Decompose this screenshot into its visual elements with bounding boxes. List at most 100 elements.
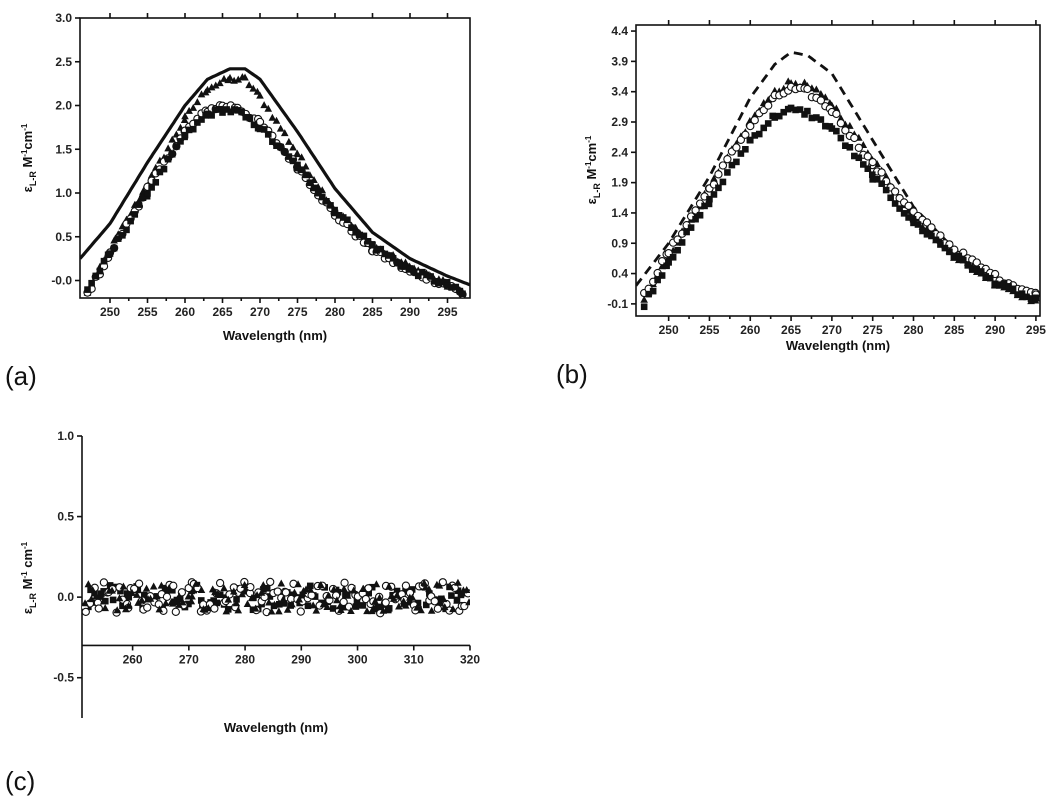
triangle-marker: [323, 602, 331, 610]
triangle-marker: [272, 116, 281, 124]
x-tick-label: 270: [822, 323, 842, 337]
x-tick-label: 280: [235, 652, 255, 666]
square-marker: [696, 211, 704, 219]
square-marker: [161, 584, 169, 592]
square-marker: [649, 287, 657, 295]
triangle-marker: [192, 579, 200, 587]
triangle-marker: [216, 79, 224, 87]
square-marker: [152, 179, 160, 186]
square-marker: [393, 587, 401, 595]
square-marker: [389, 254, 397, 262]
triangle-marker: [297, 153, 306, 161]
square-marker: [360, 232, 368, 240]
circle-marker: [94, 604, 103, 613]
square-marker: [813, 114, 820, 121]
triangle-marker: [359, 584, 368, 592]
triangle-marker: [462, 586, 470, 594]
x-axis-title: Wavelength (nm): [786, 338, 890, 353]
circle-marker: [401, 581, 411, 590]
square-marker: [314, 189, 322, 197]
triangle-marker: [290, 588, 299, 596]
x-tick-label: 260: [740, 323, 760, 337]
series-group: [82, 577, 470, 618]
square-marker: [119, 602, 126, 610]
square-marker: [359, 602, 367, 609]
square-marker: [242, 113, 250, 121]
triangle-marker: [165, 584, 173, 592]
square-marker: [208, 112, 215, 119]
square-marker: [246, 114, 254, 122]
square-marker: [946, 248, 953, 256]
square-marker: [665, 259, 672, 266]
square-marker: [864, 165, 872, 172]
y-axis-title-part: L-R: [28, 171, 38, 186]
circle-marker: [307, 591, 316, 600]
circle-marker: [863, 152, 872, 161]
square-marker: [674, 246, 681, 254]
triangle-marker: [340, 584, 348, 592]
square-marker: [715, 184, 722, 192]
circle-marker: [143, 603, 152, 612]
x-tick-label: 255: [137, 305, 157, 319]
square-marker: [448, 284, 455, 291]
square-marker: [96, 267, 104, 275]
triangle-marker: [371, 597, 379, 605]
line-series-line: [80, 67, 470, 287]
square-marker: [280, 600, 288, 607]
circle-marker: [741, 130, 750, 139]
square-marker: [266, 593, 274, 600]
square-marker: [959, 256, 967, 264]
square-marker: [189, 125, 197, 133]
circle-marker: [296, 607, 305, 616]
square-marker: [181, 131, 189, 139]
y-axis-title-part: -1: [584, 135, 593, 143]
square-marker: [148, 184, 155, 191]
square-marker: [873, 175, 881, 183]
square-marker: [109, 596, 117, 604]
triangle-marker: [439, 595, 448, 603]
square-marker: [733, 158, 740, 166]
circle-marker: [210, 604, 219, 613]
y-tick-label: 4.4: [611, 24, 628, 38]
square-marker: [135, 201, 143, 208]
y-axis-title-part: cm: [584, 143, 599, 162]
circle-marker: [381, 598, 390, 607]
square-marker: [227, 108, 235, 116]
triangle-marker: [283, 605, 292, 613]
square-marker: [212, 106, 220, 113]
y-tick-label: 1.9: [611, 176, 628, 190]
y-axis-title-part: -1: [20, 149, 29, 157]
square-marker: [444, 282, 451, 289]
triangle-marker: [181, 112, 189, 120]
square-marker: [1018, 290, 1026, 297]
square-marker: [110, 244, 118, 252]
triangle-marker: [267, 607, 276, 615]
square-marker: [454, 587, 462, 595]
square-marker: [909, 215, 917, 223]
triangle-marker: [337, 605, 345, 613]
square-marker: [422, 601, 430, 609]
square-marker: [996, 281, 1003, 288]
square-marker: [438, 595, 445, 603]
square-marker: [887, 194, 894, 202]
square-marker: [250, 121, 258, 129]
circle-marker: [99, 578, 109, 587]
panel-label: (b): [556, 359, 588, 389]
square-marker: [780, 108, 788, 116]
triangle-marker: [241, 73, 249, 81]
square-marker: [645, 290, 652, 298]
square-marker: [878, 180, 885, 187]
square-marker: [398, 263, 405, 270]
triangle-marker: [188, 592, 196, 600]
square-marker: [414, 272, 422, 280]
y-axis-title-part: L-R: [592, 183, 602, 198]
square-marker: [260, 126, 268, 133]
triangle-marker: [187, 597, 196, 605]
triangle-marker: [214, 589, 222, 597]
square-marker: [329, 605, 337, 612]
triangle-marker: [279, 595, 288, 603]
y-axis-title-part: cm: [20, 131, 35, 150]
square-marker: [937, 241, 944, 248]
square-marker: [327, 202, 334, 209]
square-marker: [427, 273, 434, 280]
